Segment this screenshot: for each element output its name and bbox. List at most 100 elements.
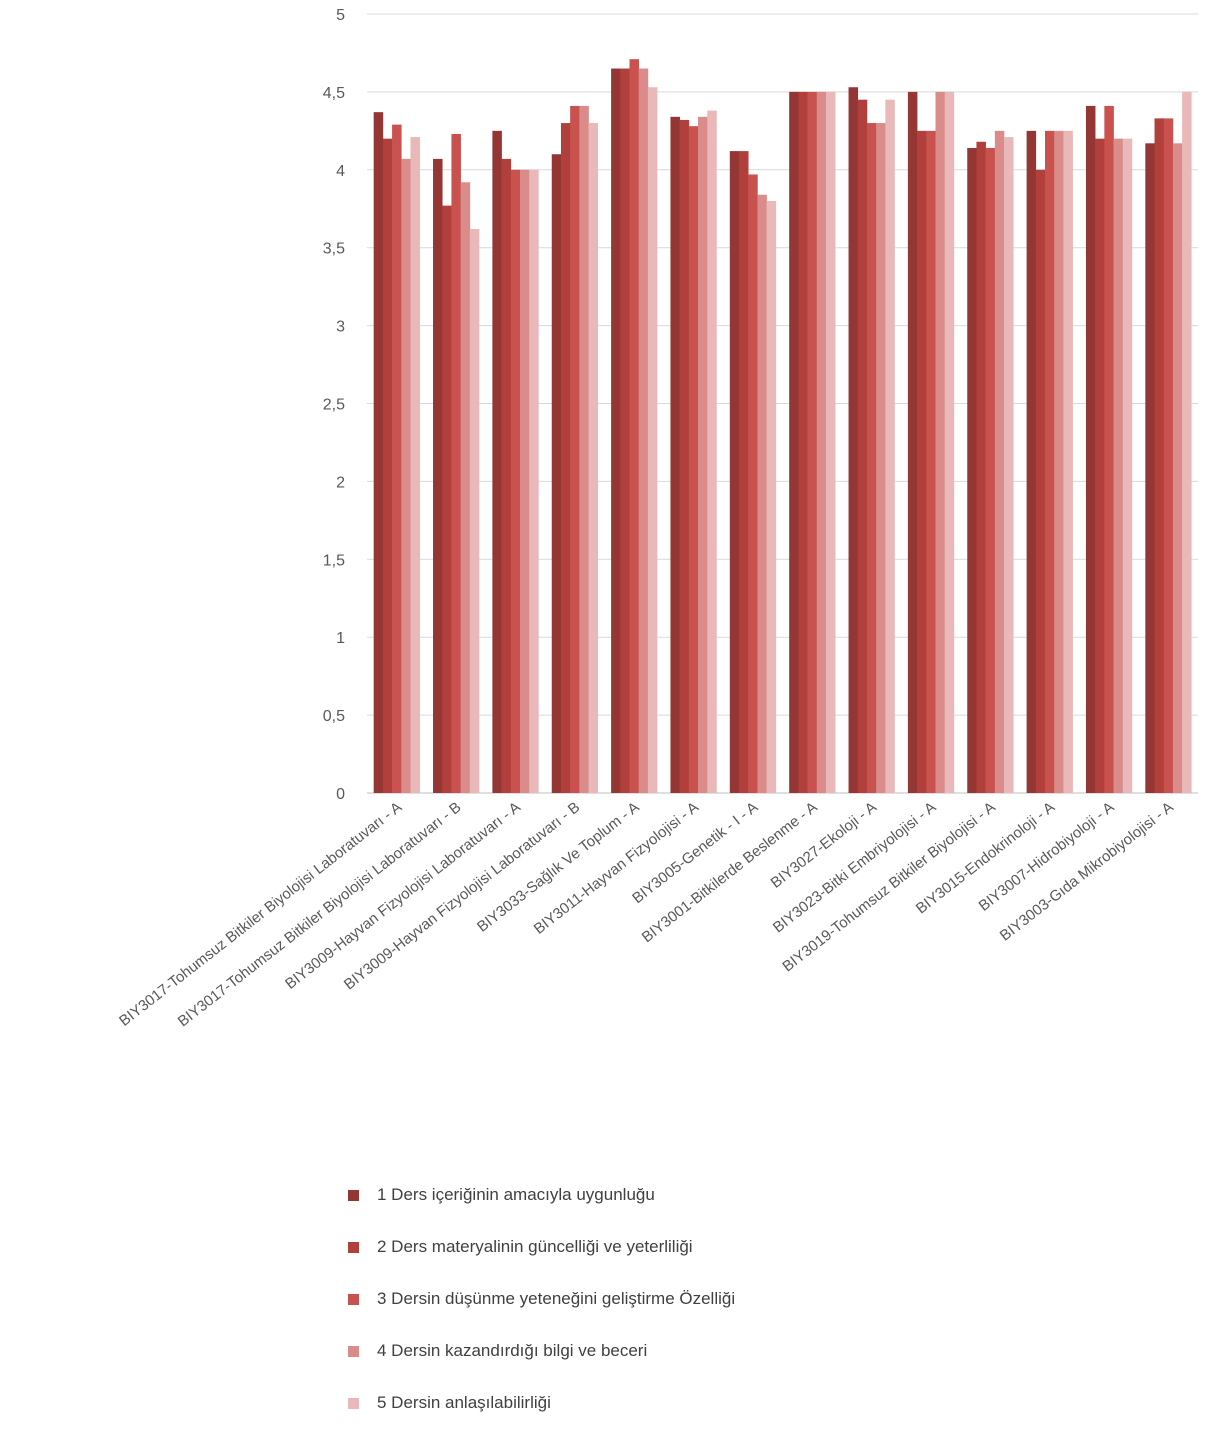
bar	[907, 91, 918, 793]
bar	[857, 99, 868, 793]
bar	[451, 133, 461, 794]
bar	[551, 154, 562, 794]
bar	[1004, 137, 1014, 793]
bar	[1095, 138, 1105, 793]
bar	[688, 126, 699, 794]
y-tick-label: 0,5	[323, 708, 345, 725]
y-tick-label: 4	[336, 163, 345, 180]
legend-swatch	[348, 1189, 359, 1201]
bar	[579, 105, 589, 794]
y-axis: 0 0,5 1 1,5 2 2,5 3 3,5 4 4,5 5	[323, 7, 345, 803]
bar	[519, 169, 530, 794]
bar	[748, 174, 758, 794]
bar	[876, 123, 886, 793]
bar	[1182, 91, 1192, 793]
bar	[1104, 105, 1114, 794]
bars	[373, 59, 1192, 794]
bar	[1122, 138, 1133, 793]
bar	[866, 123, 877, 793]
bar	[1026, 130, 1037, 794]
bar	[1085, 105, 1096, 794]
y-tick-label: 1,5	[323, 552, 345, 569]
bar	[401, 158, 411, 793]
legend-label: 1 Ders içeriğinin amacıyla uygunluğu	[377, 1185, 655, 1204]
bar	[460, 182, 471, 793]
legend-label: 4 Dersin kazandırdığı bilgi ve beceri	[377, 1341, 648, 1360]
bar	[1054, 130, 1064, 794]
bar	[935, 91, 945, 793]
legend-item: 1 Ders içeriğinin amacıyla uygunluğu	[348, 1182, 735, 1208]
x-tick-label: BIY3017-Tohumsuz Bitkiler Biyolojisi Lab…	[116, 799, 405, 1030]
bar	[825, 91, 836, 793]
bar	[926, 130, 936, 794]
y-tick-label: 3,5	[323, 241, 345, 258]
y-tick-label: 1	[336, 630, 345, 647]
bar	[620, 68, 630, 793]
bar	[588, 123, 599, 793]
bar	[1145, 143, 1155, 793]
bar	[410, 137, 420, 793]
y-tick-label: 4,5	[323, 85, 345, 102]
legend-swatch	[348, 1345, 359, 1357]
bar	[647, 87, 658, 794]
y-tick-label: 0	[336, 786, 345, 803]
bar	[798, 91, 808, 793]
gridlines	[367, 13, 1198, 794]
bar	[382, 138, 393, 793]
x-tick-label: BIY3009-Hayvan Fizyolojisi Laboratuvarı …	[282, 799, 524, 993]
legend-item: 2 Ders materyalinin güncelliği ve yeterl…	[348, 1234, 735, 1260]
bar	[638, 68, 649, 793]
bar	[757, 194, 767, 794]
legend-swatch	[348, 1397, 359, 1409]
x-axis: BIY3017-Tohumsuz Bitkiler Biyolojisi Lab…	[116, 799, 1177, 1031]
bar	[885, 99, 895, 793]
bar	[698, 116, 708, 793]
x-tick-label: BIY3017-Tohumsuz Bitkiler Biyolojisi Lab…	[175, 799, 465, 1031]
bar	[529, 169, 539, 794]
y-tick-label: 2	[336, 474, 345, 491]
bar	[670, 116, 680, 793]
bar	[985, 147, 996, 794]
bar	[501, 158, 512, 793]
bar	[739, 151, 749, 794]
bar	[629, 59, 640, 794]
bar	[373, 112, 384, 793]
legend-label: 3 Dersin düşünme yeteneğini geliştirme Ö…	[377, 1289, 736, 1308]
legend-item: 4 Dersin kazandırdığı bilgi ve beceri	[348, 1338, 735, 1364]
x-tick-label: BIY3027-Ekoloji - A	[768, 799, 880, 892]
bar	[570, 105, 580, 794]
bar	[560, 123, 571, 793]
legend-swatch	[348, 1241, 359, 1253]
bar	[807, 91, 818, 793]
bar	[729, 151, 740, 794]
legend-item: 3 Dersin düşünme yeteneğini geliştirme Ö…	[348, 1286, 735, 1312]
bar	[816, 91, 827, 793]
bar	[510, 169, 521, 794]
bar	[976, 141, 986, 793]
bar	[392, 124, 402, 794]
bar	[433, 158, 443, 793]
bar	[1154, 118, 1165, 793]
bar	[442, 205, 452, 793]
legend-label: 5 Dersin anlaşılabilirliği	[377, 1393, 551, 1412]
bar	[1063, 130, 1073, 794]
bar	[1163, 118, 1174, 793]
bar	[994, 130, 1005, 794]
legend-swatch	[348, 1293, 359, 1305]
bar	[679, 119, 690, 793]
bar	[611, 68, 621, 793]
bar	[469, 229, 480, 793]
bar	[944, 91, 955, 793]
legend-item: 5 Dersin anlaşılabilirliği	[348, 1390, 735, 1416]
bar	[1035, 169, 1046, 794]
legend: 1 Ders içeriğinin amacıyla uygunluğu 2 De…	[348, 1182, 735, 1442]
bar	[1113, 138, 1124, 793]
bar	[707, 110, 717, 794]
bar	[1045, 130, 1055, 794]
bar	[848, 87, 859, 794]
legend-label: 2 Ders materyalinin güncelliği ve yeterl…	[377, 1237, 693, 1256]
bar	[967, 147, 977, 794]
x-tick-label: BIY3019-Tohumsuz Bitkiler Biyolojisi - A	[779, 799, 998, 976]
y-tick-label: 3	[336, 319, 345, 336]
y-tick-label: 5	[336, 7, 345, 24]
